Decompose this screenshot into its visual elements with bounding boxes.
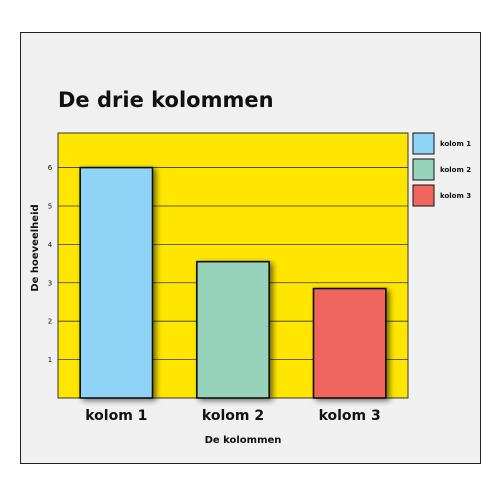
legend-label: kolom 3 (440, 192, 471, 200)
y-tick-labels: 1 2 3 4 5 6 (48, 164, 53, 364)
legend-swatch (412, 132, 435, 155)
y-tick-label: 6 (48, 164, 53, 172)
legend-label: kolom 2 (440, 166, 471, 174)
legend-swatch (412, 158, 435, 181)
y-tick-label: 4 (48, 241, 53, 249)
bar (312, 287, 387, 399)
x-axis-label: De kolommen (205, 435, 282, 446)
legend: kolom 1 kolom 2 kolom 3 (412, 132, 471, 207)
chart-title: De drie kolommen (58, 88, 274, 112)
legend-swatch (412, 184, 435, 207)
x-tick-label: kolom 1 (85, 408, 147, 424)
x-tick-label: kolom 2 (202, 408, 264, 424)
x-tick-label: kolom 3 (319, 408, 381, 424)
x-tick-labels: kolom 1 kolom 2 kolom 3 (85, 408, 381, 424)
bar (196, 260, 270, 399)
legend-label: kolom 1 (440, 140, 471, 148)
y-tick-label: 2 (48, 318, 52, 326)
y-tick-label: 5 (48, 202, 52, 210)
bars (79, 166, 387, 399)
bar (79, 166, 154, 399)
y-tick-label: 3 (48, 279, 52, 287)
y-axis-label: De hoeveelheid (30, 204, 41, 291)
y-tick-label: 1 (48, 356, 52, 364)
